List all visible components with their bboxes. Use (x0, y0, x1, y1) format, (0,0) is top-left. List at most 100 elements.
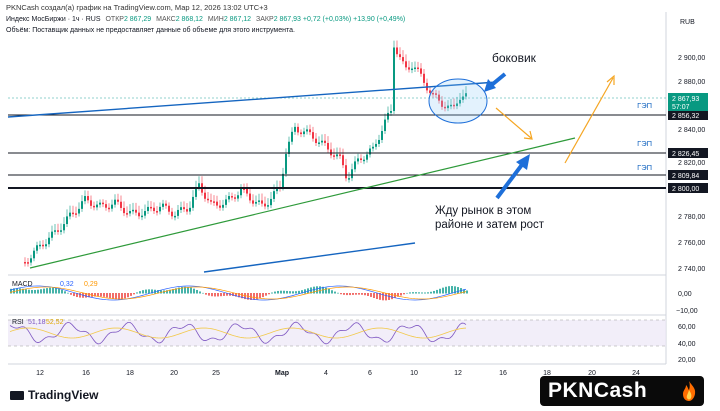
candle-body (285, 153, 287, 174)
macd-bar (319, 286, 321, 294)
symbol-legend[interactable]: Индекс МосБиржи · 1ч · RUS ОТКР2 867,29 … (6, 16, 405, 23)
watermark-text: TradingView (28, 388, 99, 402)
candle-body (216, 201, 218, 206)
candle-body (252, 200, 254, 204)
candle-body (87, 196, 89, 201)
macd-bar (223, 293, 225, 296)
candle-body (210, 200, 212, 202)
close-value: 2 867,93 (273, 16, 301, 23)
candle-body (258, 200, 260, 202)
candle-body (360, 158, 362, 161)
macd-bar (205, 293, 207, 295)
candle-body (399, 54, 401, 58)
macd-bar (304, 289, 306, 294)
macd-bar (337, 292, 339, 294)
candle-body (459, 99, 461, 104)
candle-body (450, 104, 452, 107)
level-tag-2800: 2 800,00 (668, 183, 708, 193)
price-tick-label: 2 820,00 (678, 160, 705, 167)
green-support-line[interactable] (29, 137, 576, 269)
candle-body (318, 142, 320, 144)
candle-body (219, 205, 221, 208)
candle-body (198, 183, 200, 188)
level-tag-2809: 2 809,84 (668, 170, 708, 180)
candle-body (111, 204, 113, 209)
price-tick-label: 2 760,00 (678, 240, 705, 247)
candle-body (267, 205, 269, 207)
rsi-label: RSI (12, 319, 24, 326)
macd-bar (112, 293, 114, 299)
time-tick-label: Мар (275, 370, 289, 377)
candle-body (303, 131, 305, 135)
candle-body (81, 201, 83, 209)
candle-body (57, 230, 59, 232)
candle-body (69, 212, 71, 217)
macd-bar (100, 293, 102, 297)
candle-body (312, 132, 314, 139)
sideways-zone-ellipse[interactable] (428, 78, 488, 124)
candle-body (156, 211, 158, 213)
candle-body (51, 231, 53, 238)
macd-bar (283, 290, 285, 294)
orange-arrow-down[interactable] (495, 107, 533, 140)
candle-body (276, 187, 278, 192)
macd-bar (193, 288, 195, 294)
macd-bar (202, 292, 204, 294)
macd-bar (412, 292, 414, 294)
macd-bar (292, 291, 294, 294)
rsi-band (8, 320, 666, 346)
macd-bar (220, 293, 222, 297)
candle-body (207, 198, 209, 201)
candle-body (96, 204, 98, 208)
macd-bar (454, 286, 456, 294)
candle-body (186, 209, 188, 212)
macd-bar (418, 292, 420, 294)
blue-arrow-sideways[interactable] (484, 72, 507, 92)
level-tag-2856: 2 856,32 (668, 110, 708, 120)
tradingview-watermark[interactable]: TradingView (10, 388, 98, 402)
macd-bar (187, 287, 189, 294)
candle-body (39, 244, 41, 247)
macd-bar (28, 289, 30, 294)
candle-body (402, 57, 404, 62)
high-label: МАКС (156, 16, 176, 23)
macd-bar (175, 288, 177, 294)
candle-body (405, 61, 407, 68)
candle-body (42, 244, 44, 247)
macd-bar (241, 293, 243, 299)
macd-bar (262, 293, 264, 298)
last-price-tag: 2 867,93 57:07 (668, 93, 708, 111)
orange-arrow-up[interactable] (564, 74, 615, 164)
candle-body (261, 200, 263, 204)
candle-body (333, 155, 335, 157)
candle-body (240, 188, 242, 196)
blue-trend-line-upper[interactable] (7, 81, 498, 118)
time-tick-label: 12 (454, 370, 462, 377)
macd-bar (268, 293, 270, 295)
macd-bar (124, 293, 126, 299)
blue-arrow-target[interactable] (495, 154, 530, 200)
candle-body (357, 158, 359, 162)
gap-label-2: ГЭП (637, 139, 652, 148)
blue-trend-line-lower[interactable] (203, 242, 416, 273)
candle-body (354, 161, 356, 170)
macd-bar (448, 286, 450, 294)
candle-body (429, 90, 431, 93)
macd-bar (343, 293, 345, 295)
macd-bar (196, 289, 198, 294)
price-tick-label: 2 740,00 (678, 266, 705, 273)
candle-body (366, 154, 368, 160)
macd-bar (208, 293, 210, 296)
macd-bar (361, 293, 363, 295)
candle-body (24, 262, 26, 264)
candle-body (306, 129, 308, 132)
candle-body (189, 207, 191, 212)
macd-bar (61, 289, 63, 294)
macd-bar (367, 293, 369, 296)
macd-bar (85, 293, 87, 298)
macd-bar (409, 292, 411, 294)
candle-body (321, 140, 323, 143)
candle-body (288, 141, 290, 154)
candle-body (363, 159, 365, 162)
